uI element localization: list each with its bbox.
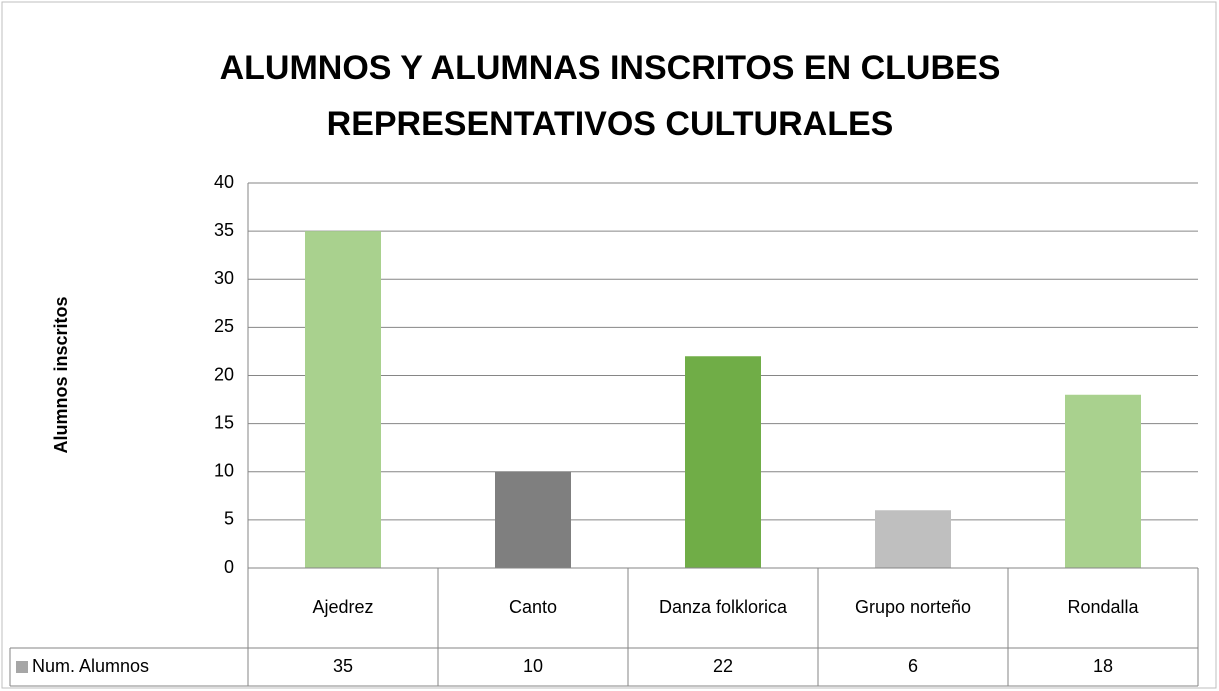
y-tick-label: 40: [214, 172, 234, 192]
data-table-value: 22: [713, 656, 733, 676]
y-tick-label: 10: [214, 461, 234, 481]
chart-title: ALUMNOS Y ALUMNAS INSCRITOS EN CLUBES RE…: [219, 49, 1001, 143]
bar: [685, 356, 761, 568]
bar: [305, 231, 381, 568]
y-tick-label: 35: [214, 220, 234, 240]
y-tick-label: 15: [214, 412, 234, 432]
data-table-value: 6: [908, 656, 918, 676]
x-tick-label: Rondalla: [1067, 597, 1139, 617]
x-tick-label: Grupo norteño: [855, 597, 971, 617]
legend-label: Num. Alumnos: [32, 656, 149, 676]
data-table-value: 35: [333, 656, 353, 676]
y-tick-label: 20: [214, 364, 234, 384]
x-tick-label: Ajedrez: [312, 597, 373, 617]
x-tick-label: Danza folklorica: [659, 597, 788, 617]
bar: [1065, 394, 1141, 568]
y-axis-label: Alumnos inscritos: [51, 296, 71, 453]
data-table-value: 18: [1093, 656, 1113, 676]
y-tick-label: 0: [224, 557, 234, 577]
bar: [495, 471, 571, 568]
y-tick-label: 30: [214, 268, 234, 288]
y-tick-label: 5: [224, 509, 234, 529]
legend-key: [16, 661, 28, 673]
y-tick-label: 25: [214, 316, 234, 336]
bar: [875, 510, 951, 568]
data-table-value: 10: [523, 656, 543, 676]
x-tick-label: Canto: [509, 597, 557, 617]
